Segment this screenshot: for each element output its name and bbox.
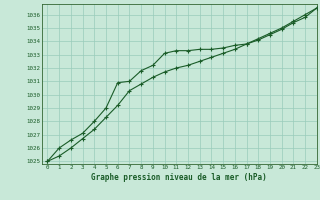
X-axis label: Graphe pression niveau de la mer (hPa): Graphe pression niveau de la mer (hPa) bbox=[91, 173, 267, 182]
